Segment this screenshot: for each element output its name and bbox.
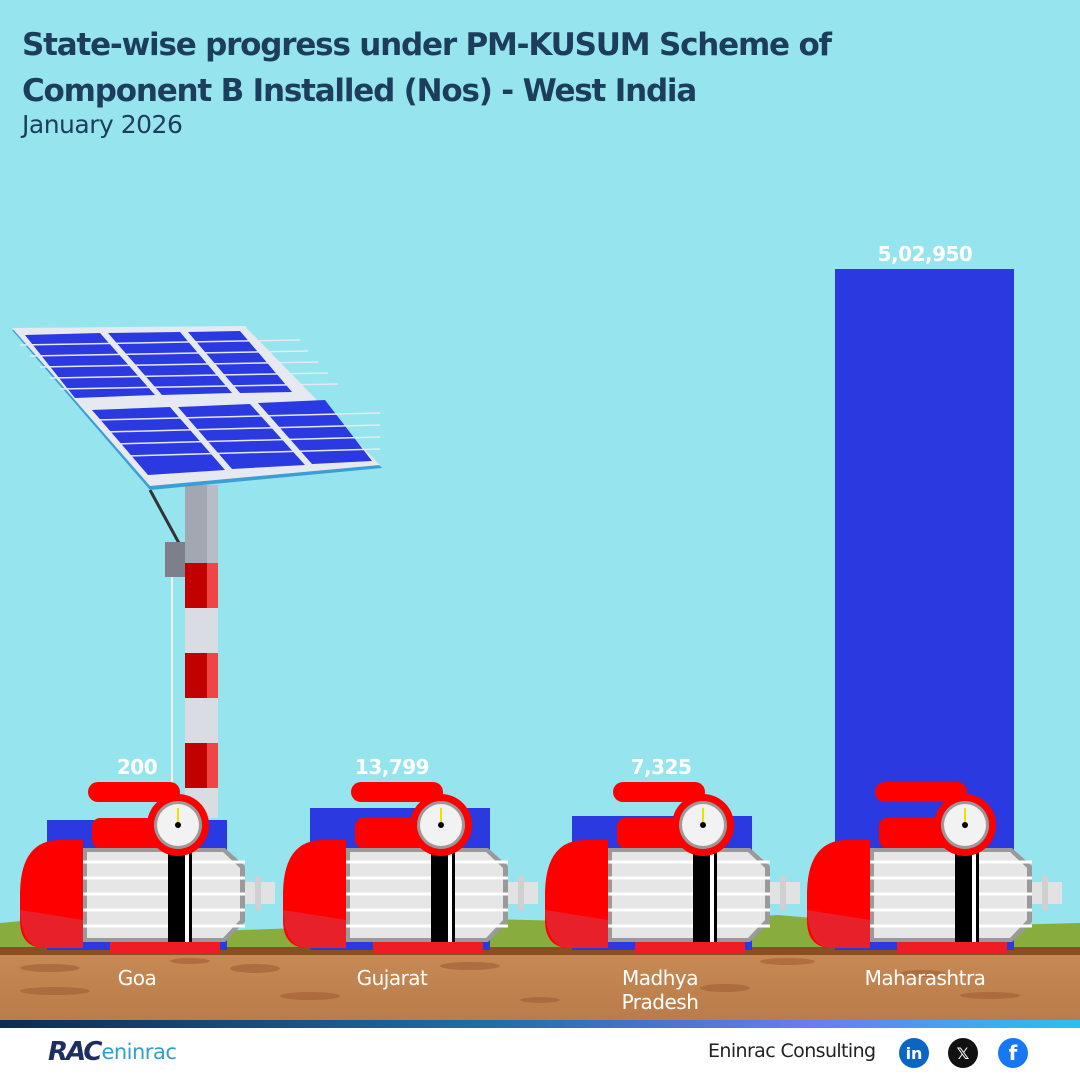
category-label-maharashtra: Maharashtra [864,966,986,990]
category-label-line-1: Madhya [622,966,698,990]
value-label-madhya-pradesh: 7,325 [630,755,692,779]
chart-title: State-wise progress under PM-KUSUM Schem… [22,27,832,109]
footer-divider [0,1020,1080,1028]
water-pump-icon [283,782,538,954]
water-pump-icon [807,782,1062,954]
logo-rac-text: RAC [48,1037,102,1067]
linkedin-icon[interactable]: in [899,1038,929,1068]
facebook-icon[interactable]: f [998,1038,1028,1068]
value-label-goa: 200 [116,755,158,779]
value-label-maharashtra: 5,02,950 [877,242,973,266]
category-label-goa: Goa [117,966,157,990]
logo-eninrac-text: eninrac [101,1040,177,1064]
ground [0,952,1080,1020]
water-pump-icon [545,782,800,954]
category-label-gujarat: Gujarat [356,966,428,990]
eninrac-logo[interactable]: RAC eninrac [48,1036,177,1068]
value-label-gujarat: 13,799 [354,755,430,779]
category-label-madhya-pradesh: Madhya Pradesh [560,966,760,1014]
soil-edge [0,947,1080,955]
chart-subtitle: January 2026 [22,110,183,139]
category-label-line-2: Pradesh [621,990,699,1014]
solar-panel-icon [12,326,382,818]
company-name: Eninrac Consulting [708,1040,876,1062]
x-twitter-icon[interactable]: 𝕏 [948,1038,978,1068]
water-pump-icon [20,782,275,954]
